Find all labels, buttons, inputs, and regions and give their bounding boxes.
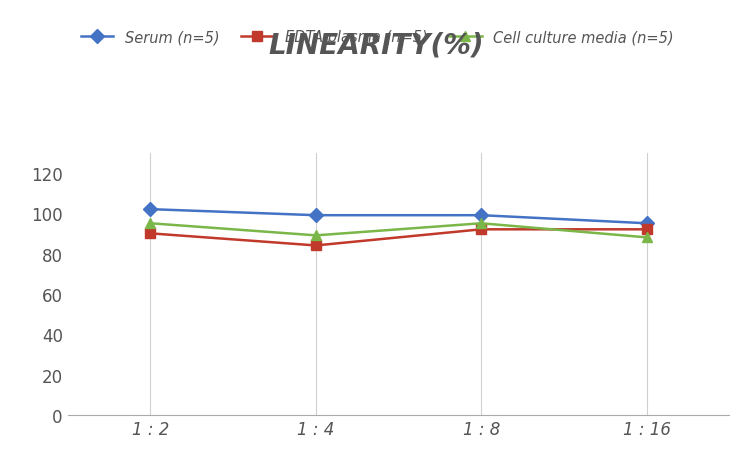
Serum (n=5) <box>477 213 486 218</box>
Cell culture media (n=5) <box>642 235 651 240</box>
EDTA plasma (n=5) <box>146 231 155 236</box>
Cell culture media (n=5) <box>311 233 320 239</box>
EDTA plasma (n=5) <box>642 227 651 233</box>
EDTA plasma (n=5) <box>477 227 486 233</box>
Serum (n=5) <box>146 207 155 212</box>
Cell culture media (n=5) <box>477 221 486 226</box>
Line: Cell culture media (n=5): Cell culture media (n=5) <box>146 219 651 243</box>
Serum (n=5) <box>311 213 320 218</box>
Legend: Serum (n=5), EDTA plasma (n=5), Cell culture media (n=5): Serum (n=5), EDTA plasma (n=5), Cell cul… <box>75 25 680 51</box>
Serum (n=5) <box>642 221 651 226</box>
Line: Serum (n=5): Serum (n=5) <box>146 205 651 229</box>
Cell culture media (n=5) <box>146 221 155 226</box>
Text: LINEARITY(%): LINEARITY(%) <box>268 32 484 60</box>
Line: EDTA plasma (n=5): EDTA plasma (n=5) <box>146 225 651 251</box>
EDTA plasma (n=5) <box>311 243 320 249</box>
